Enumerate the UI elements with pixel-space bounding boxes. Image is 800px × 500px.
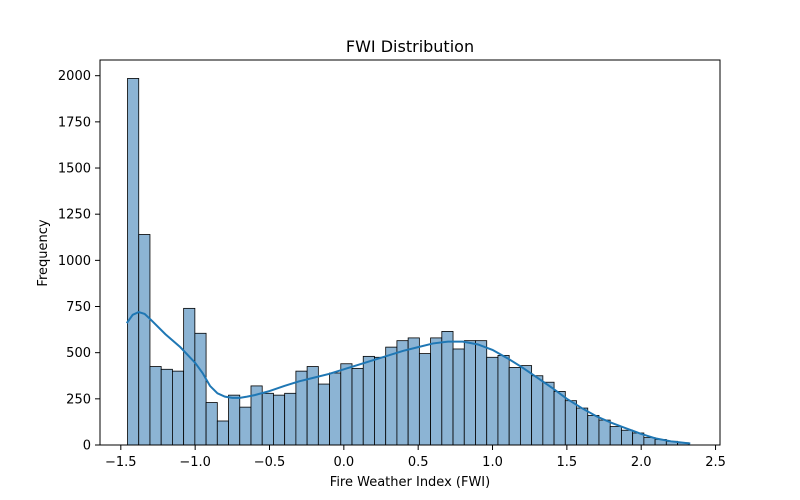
y-axis-label: Frequency	[36, 219, 51, 286]
histogram-bar	[519, 365, 533, 446]
histogram-bar	[598, 419, 611, 446]
y-tick-label: 1750	[58, 115, 91, 130]
histogram-bar	[194, 332, 207, 446]
histogram-bar	[475, 340, 488, 446]
histogram-bar	[261, 392, 274, 446]
x-tick-label: 0.0	[333, 455, 354, 470]
y-tick-label: 0	[83, 439, 91, 454]
plot-frame	[99, 59, 721, 446]
histogram-bar	[138, 234, 151, 446]
x-tick-label: −1.0	[179, 455, 211, 470]
histogram-bar	[621, 429, 634, 446]
histogram-bar	[497, 355, 510, 446]
histogram-bar	[463, 340, 476, 446]
histogram-bar	[430, 337, 443, 446]
y-tick-label: 500	[66, 346, 91, 361]
histogram-bar	[508, 367, 521, 446]
histogram-bar	[317, 383, 330, 446]
histogram-bar	[205, 402, 218, 446]
y-tick-label: 1500	[58, 162, 91, 177]
x-tick-label: −0.5	[254, 455, 286, 470]
histogram-bar	[239, 406, 252, 446]
histogram-bar	[362, 355, 375, 446]
kde-curve	[125, 310, 691, 445]
y-tick-label: 750	[66, 300, 91, 315]
histogram-bar	[531, 375, 544, 446]
x-tick-label: 0.5	[408, 455, 429, 470]
histogram-bar	[609, 426, 622, 446]
x-tick-label: 2.0	[631, 455, 652, 470]
histogram-bar	[385, 346, 398, 446]
histogram-bar	[564, 400, 577, 446]
histogram-bar	[273, 394, 286, 446]
histogram-bar	[396, 340, 409, 446]
histogram-bar	[329, 372, 342, 446]
y-tick-label: 1250	[58, 208, 91, 223]
y-tick-label: 1000	[58, 254, 91, 269]
x-tick-label: 1.0	[482, 455, 503, 470]
histogram-bar	[127, 78, 140, 446]
chart-title: FWI Distribution	[346, 37, 474, 56]
histogram-bar	[587, 415, 600, 446]
histogram-bar	[160, 368, 173, 446]
histogram-bar	[149, 366, 162, 446]
histogram-bar	[441, 331, 454, 446]
histogram-bar	[418, 353, 431, 446]
x-axis-ticks: −1.5 −1.0 −0.5 0.0 0.5 1.0 1.5 2.0 2.5	[105, 445, 726, 470]
y-tick-label: 250	[66, 392, 91, 407]
histogram-bar	[553, 391, 566, 446]
histogram-bar	[183, 307, 196, 446]
histogram-bar	[486, 356, 499, 446]
histogram-bar	[284, 392, 297, 446]
histogram-bar	[374, 356, 387, 446]
x-axis-label: Fire Weather Index (FWI)	[330, 475, 490, 490]
histogram-bar	[542, 381, 555, 446]
histogram-bar	[228, 394, 241, 446]
histogram-bar	[407, 337, 420, 446]
histogram-bar	[351, 367, 364, 446]
x-tick-label: 1.5	[557, 455, 578, 470]
histogram-bar	[576, 407, 589, 446]
histogram-bar	[340, 363, 353, 446]
y-tick-label: 2000	[58, 69, 91, 84]
histogram-bar	[452, 348, 465, 446]
histogram-bar	[216, 420, 229, 446]
y-axis-ticks: 0 250 500 750 1000 1250 1500 1750 2000	[58, 69, 100, 454]
histogram-bar	[172, 370, 185, 446]
x-tick-label: −1.5	[105, 455, 137, 470]
x-tick-label: 2.5	[705, 455, 726, 470]
